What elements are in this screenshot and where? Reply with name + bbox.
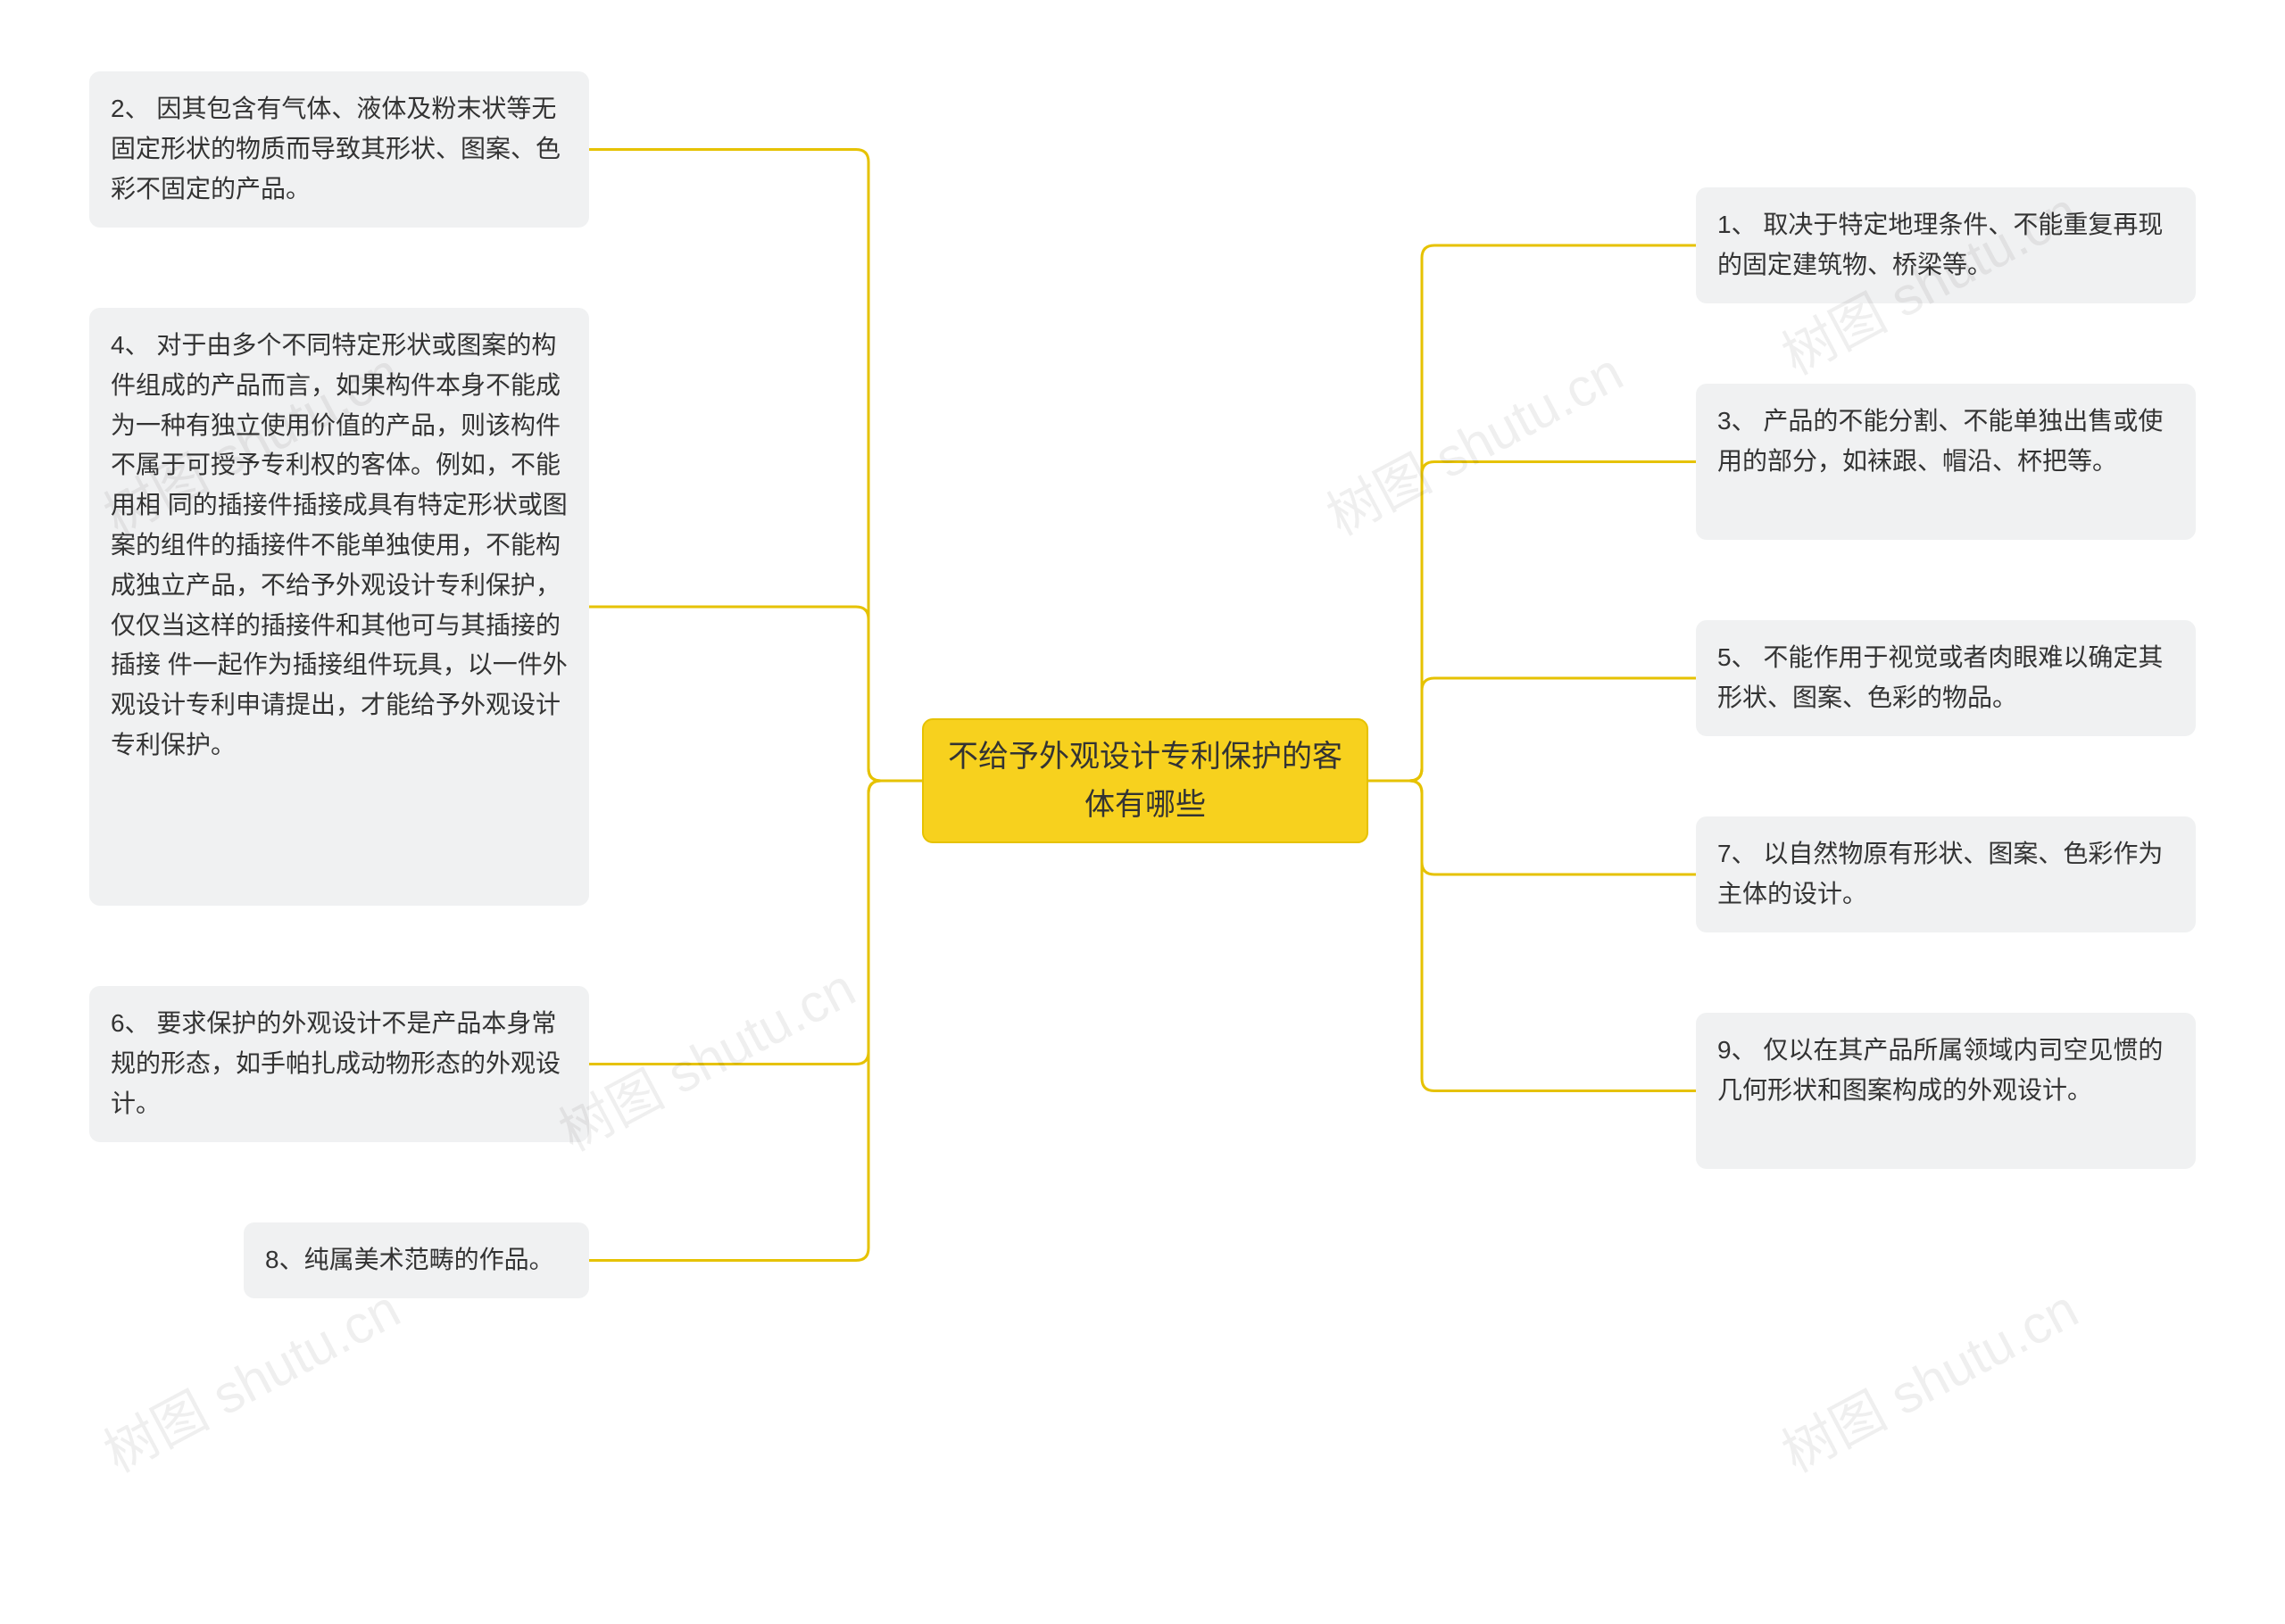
right-node-3: 3、 产品的不能分割、不能单独出售或使用的部分，如袜跟、帽沿、杯把等。 <box>1696 384 2196 540</box>
left-node-6-text: 6、 要求保护的外观设计不是产品本身常规的形态，如手帕扎成动物形态的外观设计。 <box>111 1009 561 1117</box>
right-node-1-text: 1、 取决于特定地理条件、不能重复再现的固定建筑物、桥梁等。 <box>1717 211 2163 278</box>
right-node-1: 1、 取决于特定地理条件、不能重复再现的固定建筑物、桥梁等。 <box>1696 187 2196 303</box>
watermark: 树图 shutu.cn <box>88 1267 411 1487</box>
left-node-8-text: 8、纯属美术范畴的作品。 <box>265 1246 554 1273</box>
watermark: 树图 shutu.cn <box>1766 1267 2090 1487</box>
left-node-4-text: 4、 对于由多个不同特定形状或图案的构件组成的产品而言，如果构件本身不能成为一种… <box>111 331 568 758</box>
right-node-7: 7、 以自然物原有形状、图案、色彩作为主体的设计。 <box>1696 816 2196 932</box>
right-node-9-text: 9、 仅以在其产品所属领域内司空见惯的几何形状和图案构成的外观设计。 <box>1717 1036 2163 1104</box>
left-node-6: 6、 要求保护的外观设计不是产品本身常规的形态，如手帕扎成动物形态的外观设计。 <box>89 986 589 1142</box>
right-node-5: 5、 不能作用于视觉或者肉眼难以确定其形状、图案、色彩的物品。 <box>1696 620 2196 736</box>
right-node-9: 9、 仅以在其产品所属领域内司空见惯的几何形状和图案构成的外观设计。 <box>1696 1013 2196 1169</box>
left-node-2: 2、 因其包含有气体、液体及粉末状等无固定形状的物质而导致其形状、图案、色彩不固… <box>89 71 589 228</box>
center-topic: 不给予外观设计专利保护的客体有哪些 <box>922 718 1368 843</box>
right-node-3-text: 3、 产品的不能分割、不能单独出售或使用的部分，如袜跟、帽沿、杯把等。 <box>1717 407 2163 475</box>
mindmap-canvas: 不给予外观设计专利保护的客体有哪些 2、 因其包含有气体、液体及粉末状等无固定形… <box>0 0 2285 1624</box>
watermark: 树图 shutu.cn <box>1311 330 1634 551</box>
left-node-8: 8、纯属美术范畴的作品。 <box>244 1222 589 1298</box>
left-node-4: 4、 对于由多个不同特定形状或图案的构件组成的产品而言，如果构件本身不能成为一种… <box>89 308 589 906</box>
right-node-5-text: 5、 不能作用于视觉或者肉眼难以确定其形状、图案、色彩的物品。 <box>1717 643 2163 711</box>
center-topic-text: 不给予外观设计专利保护的客体有哪些 <box>945 733 1345 830</box>
watermark: 树图 shutu.cn <box>544 946 867 1166</box>
left-node-2-text: 2、 因其包含有气体、液体及粉末状等无固定形状的物质而导致其形状、图案、色彩不固… <box>111 95 561 203</box>
right-node-7-text: 7、 以自然物原有形状、图案、色彩作为主体的设计。 <box>1717 840 2163 907</box>
